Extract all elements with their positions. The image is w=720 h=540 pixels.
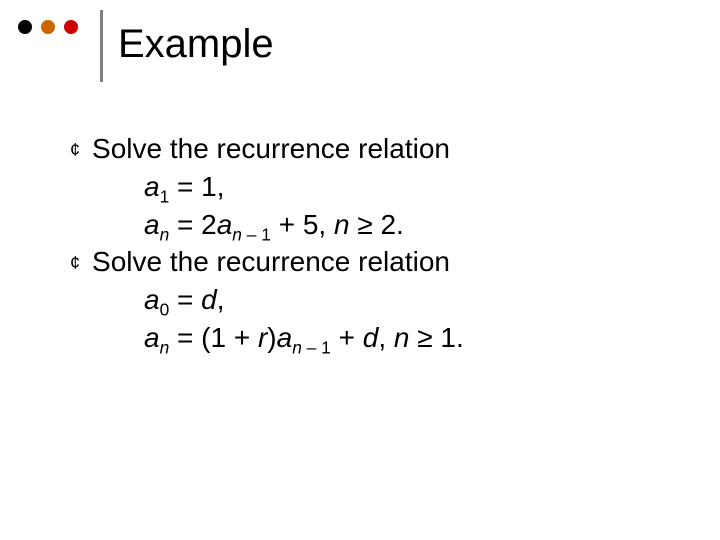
header-divider [100,10,103,82]
bullet-item: ¢ Solve the recurrence relation [70,130,464,168]
dot-3 [64,20,78,34]
header-dots [18,20,78,34]
bullet-marker-icon: ¢ [70,251,80,275]
bullet-lead: Solve the recurrence relation [92,130,450,168]
bullet-item: ¢ Solve the recurrence relation [70,243,464,281]
slide-title: Example [118,22,274,67]
dot-2 [41,20,55,34]
bullet-lead: Solve the recurrence relation [92,243,450,281]
bullet-marker-icon: ¢ [70,138,80,162]
bullet-line: an = 2an – 1 + 5, n ≥ 2. [144,206,464,244]
slide-content: ¢ Solve the recurrence relation a1 = 1, … [70,130,464,357]
dot-1 [18,20,32,34]
slide-header [18,20,78,34]
bullet-line: a0 = d, [144,281,464,319]
bullet-line: an = (1 + r)an – 1 + d, n ≥ 1. [144,319,464,357]
bullet-line: a1 = 1, [144,168,464,206]
